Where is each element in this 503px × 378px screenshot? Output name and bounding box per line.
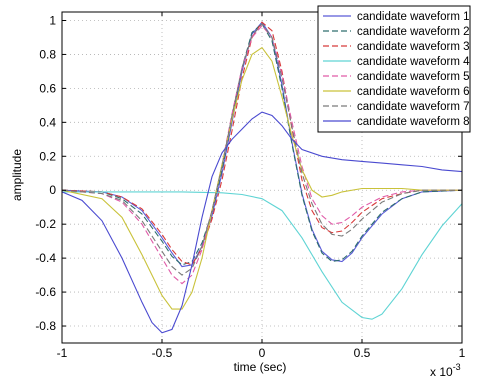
series-line-2: [61, 23, 463, 266]
x-axis-label: time (sec): [234, 360, 287, 374]
legend: candidate waveform 1 candidate waveform 2…: [317, 5, 471, 133]
y-tick-label: 0.2: [39, 149, 56, 163]
y-tick-label: 0: [49, 183, 56, 197]
series-line-7: [61, 23, 462, 276]
series-lines: [61, 21, 463, 334]
x-multiplier-base: x 10: [430, 365, 453, 378]
x-tick-label: 0.5: [354, 346, 371, 360]
series-line-6: [61, 46, 462, 310]
legend-box: [317, 5, 471, 133]
y-tick-label: 0.4: [39, 115, 56, 129]
x-multiplier-exponent: -3: [453, 362, 461, 372]
legend-label-3: candidate waveform 3: [357, 41, 470, 53]
legend-label-7: candidate waveform 7: [357, 101, 470, 113]
legend-label-8: candidate waveform 8: [357, 116, 470, 128]
y-axis-label: amplitude: [10, 149, 24, 201]
ticks: -1 -0.5 0 0.5 1 -0.8 -0.6 -0.4 -0.2 0 0.2 0.4 0.6 0.8…: [35, 12, 466, 360]
y-tick-label: -0.4: [35, 251, 56, 265]
y-tick-label: 0.6: [39, 81, 56, 95]
legend-label-4: candidate waveform 4: [357, 56, 470, 68]
x-tick-label: -1: [57, 346, 68, 360]
y-tick-label: -0.2: [35, 217, 56, 231]
legend-label-5: candidate waveform 5: [357, 71, 470, 83]
y-tick-label: 1: [49, 13, 56, 27]
legend-label-2: candidate waveform 2: [357, 26, 470, 38]
y-tick-label: 0.8: [39, 47, 56, 61]
x-tick-label: 0: [259, 346, 266, 360]
y-tick-label: -0.6: [35, 285, 56, 299]
y-tick-label: -0.8: [35, 319, 56, 333]
x-tick-label: 1: [459, 346, 466, 360]
grid: [61, 12, 463, 343]
x-tick-label: -0.5: [152, 346, 173, 360]
series-line-5: [61, 24, 462, 285]
series-line-3: [61, 21, 462, 266]
x-multiplier-label: x 10-3: [430, 362, 461, 378]
legend-label-1: candidate waveform 1: [357, 11, 470, 23]
legend-label-6: candidate waveform 6: [357, 86, 470, 98]
series-line-8: [61, 111, 463, 334]
